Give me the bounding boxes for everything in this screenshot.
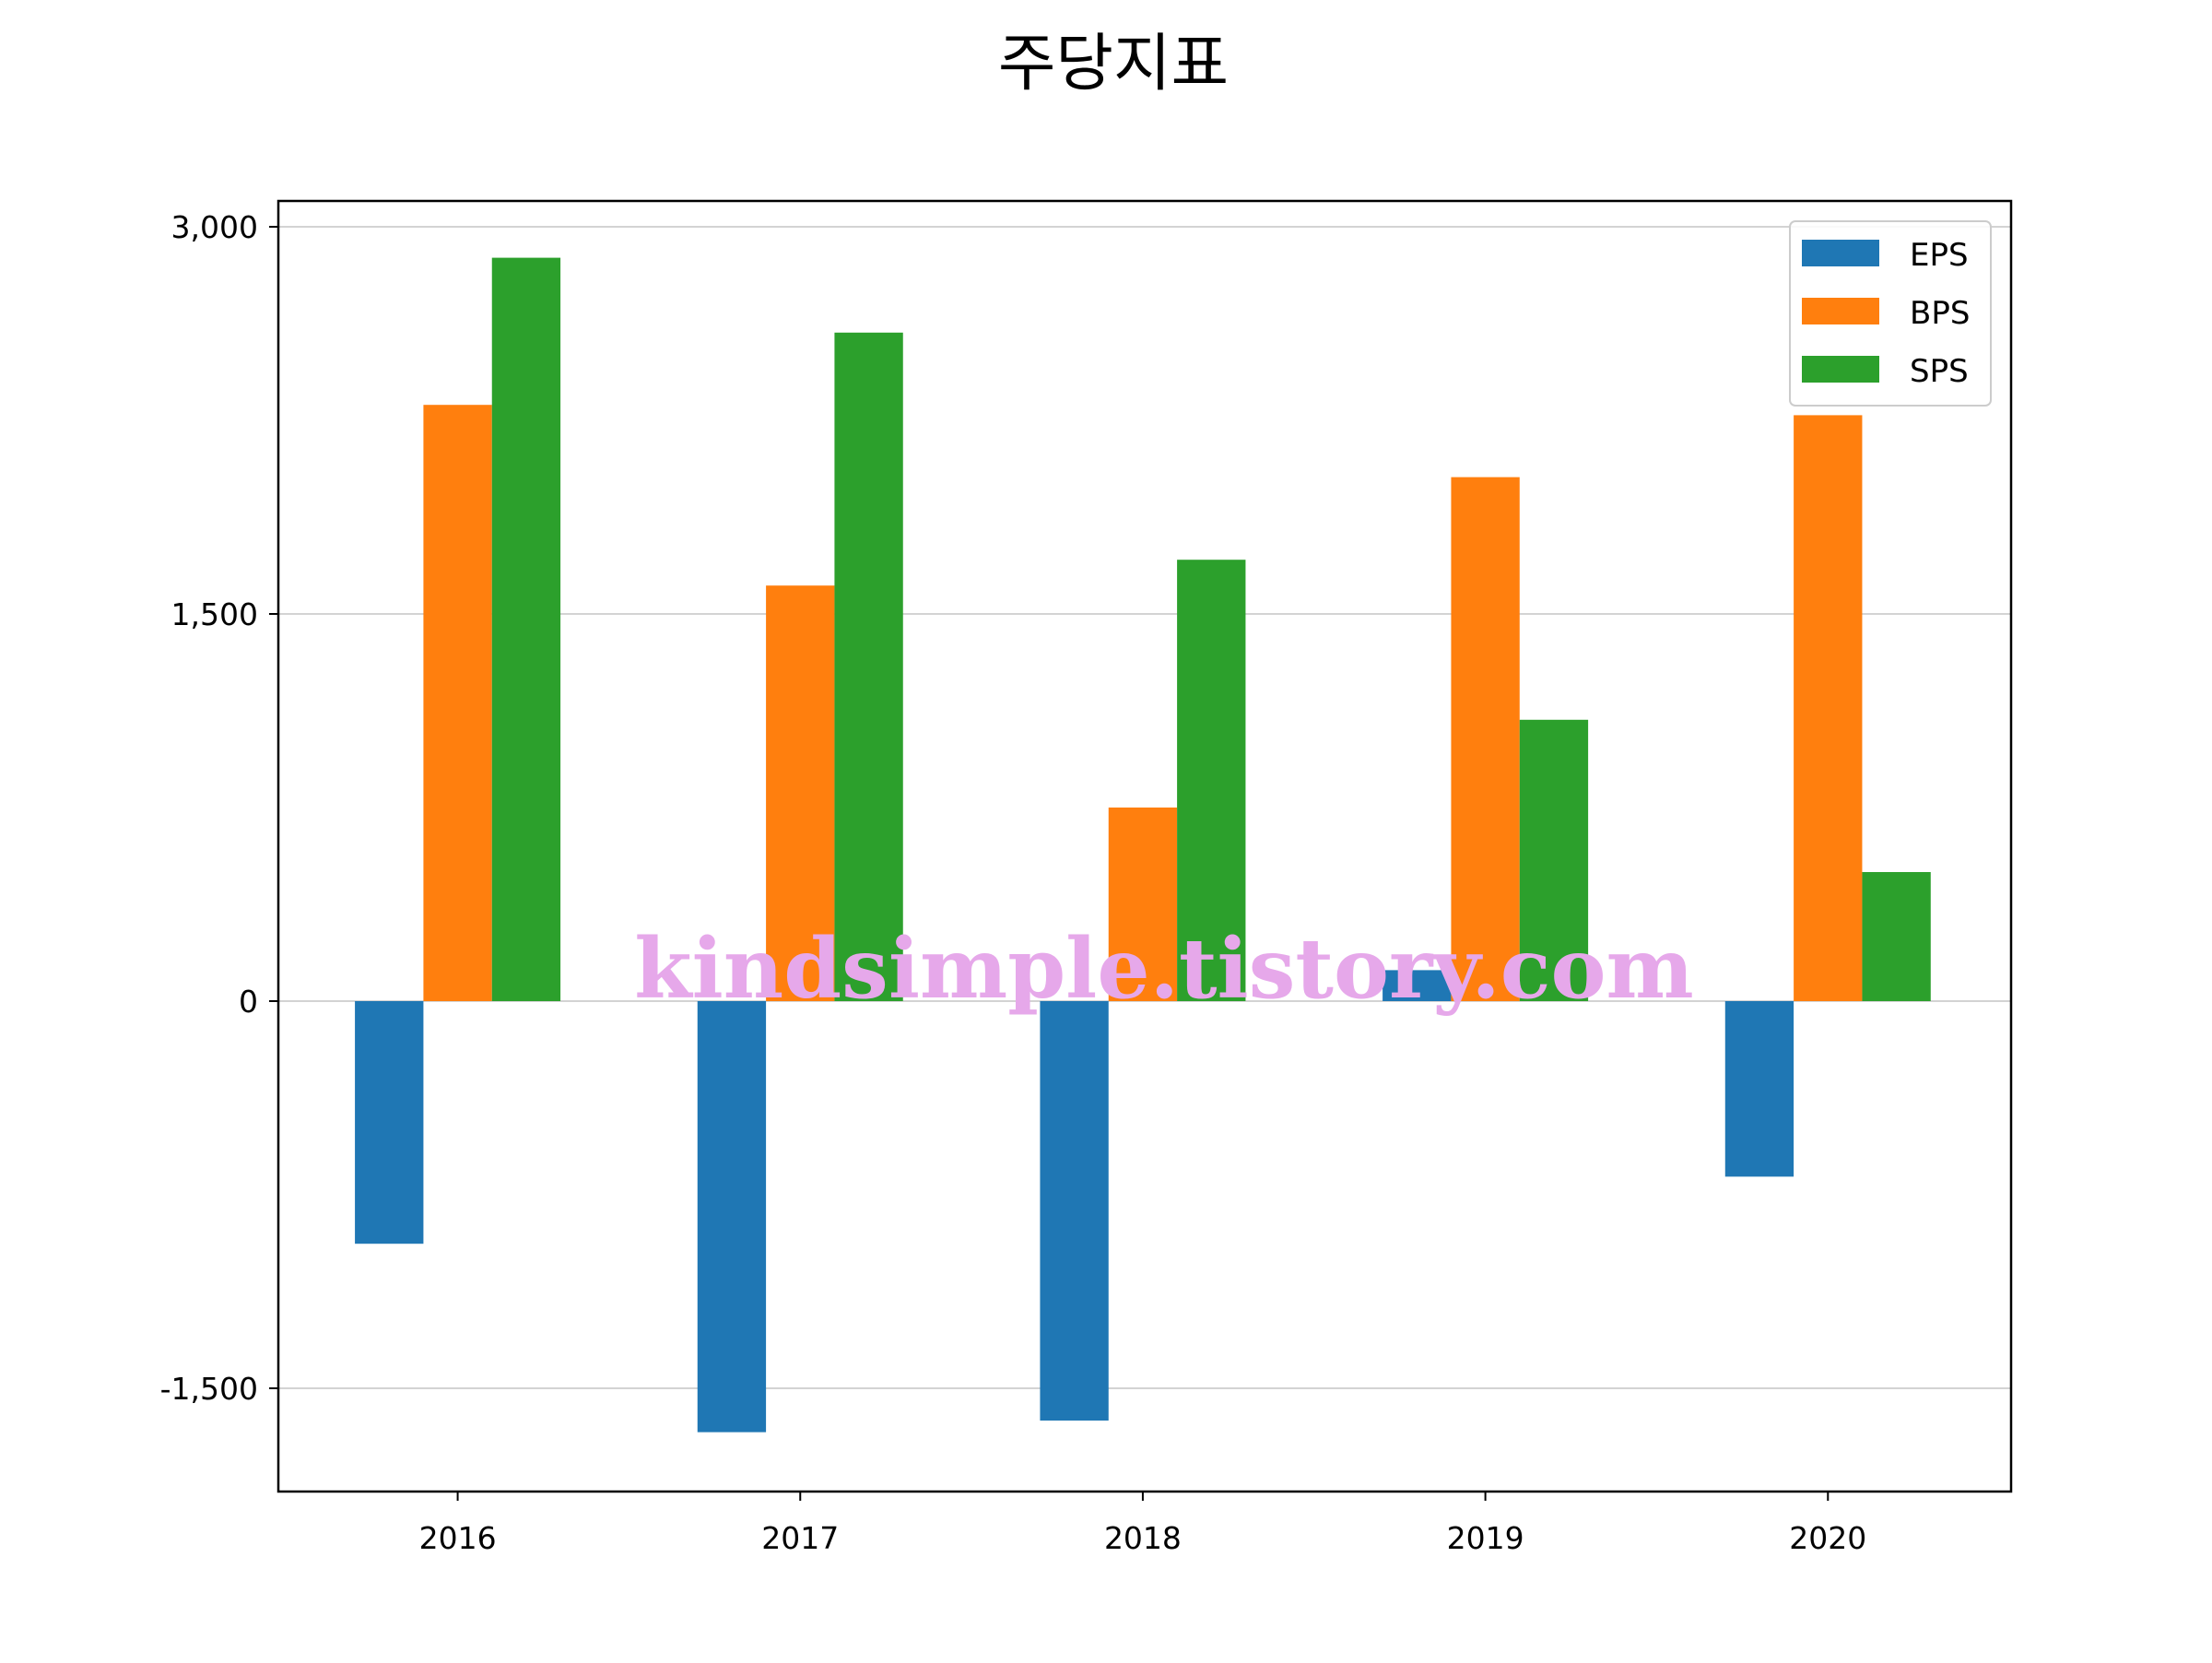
x-tick-label: 2017 (761, 1520, 839, 1556)
bar-sps-2018 (1177, 560, 1246, 1001)
y-tick-label: -1,500 (160, 1371, 258, 1407)
bar-sps-2017 (834, 332, 903, 1001)
chart-title: 주당지표 (998, 28, 1229, 100)
bar-bps-2020 (1794, 415, 1863, 1001)
y-tick-label: 3,000 (171, 209, 258, 245)
bar-bps-2018 (1108, 808, 1178, 1001)
legend: EPS BPS SPS (1789, 220, 1992, 407)
grid-lines (278, 226, 2011, 1389)
bar-sps-2016 (491, 257, 561, 1002)
watermark-text: kindsimple.tistory.com (634, 920, 1694, 1018)
bar-sps-2019 (1519, 719, 1589, 1001)
legend-label-sps: SPS (1910, 353, 1969, 390)
legend-swatch-sps (1802, 356, 1879, 383)
y-tick-label: 0 (239, 984, 258, 1020)
bar-eps-2018 (1040, 1001, 1109, 1421)
bar-eps-2016 (355, 1001, 424, 1244)
bar-sps-2020 (1862, 872, 1931, 1001)
legend-swatch-bps (1802, 298, 1879, 324)
plot-frame (276, 199, 2013, 1493)
x-tick-label: 2019 (1447, 1520, 1524, 1556)
legend-label-eps: EPS (1910, 237, 1969, 274)
bar-bps-2017 (766, 585, 835, 1001)
axes: -1,500 0 1,500 3,000 2016 2017 2018 2019 2020 (160, 199, 2013, 1556)
bar-eps-2017 (697, 1001, 767, 1433)
bar-bps-2019 (1451, 477, 1520, 1001)
x-tick-label: 2020 (1789, 1520, 1866, 1556)
y-tick-label: 1,500 (171, 596, 258, 632)
x-tick-label: 2018 (1104, 1520, 1182, 1556)
x-tick-label: 2016 (419, 1520, 497, 1556)
bars (355, 257, 1931, 1433)
bar-eps-2020 (1724, 1001, 1794, 1177)
legend-label-bps: BPS (1910, 295, 1970, 332)
bar-eps-2019 (1382, 970, 1452, 1001)
bar-bps-2016 (423, 405, 492, 1001)
legend-swatch-eps (1802, 240, 1879, 266)
